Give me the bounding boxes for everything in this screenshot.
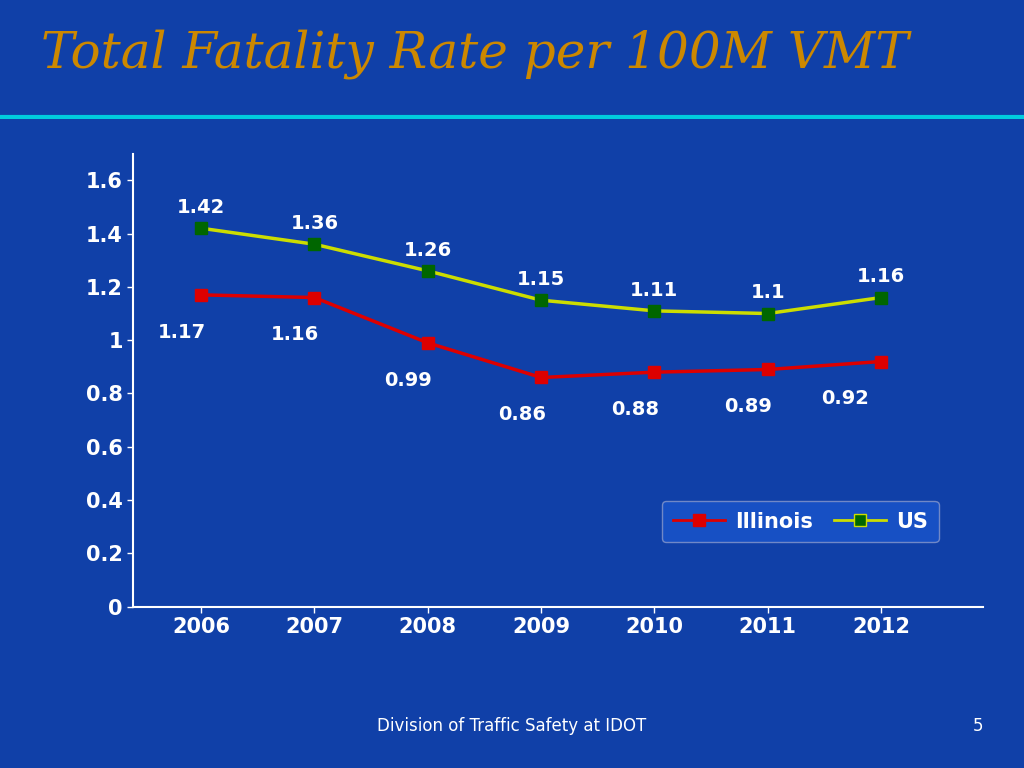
Text: 0.99: 0.99: [384, 371, 432, 389]
Text: 1.26: 1.26: [403, 240, 452, 260]
Text: 1.16: 1.16: [857, 267, 905, 286]
Text: 0.86: 0.86: [498, 406, 546, 424]
Text: 5: 5: [973, 717, 983, 735]
Text: 1.42: 1.42: [177, 198, 225, 217]
Text: Total Fatality Rate per 100M VMT: Total Fatality Rate per 100M VMT: [41, 28, 908, 78]
Text: 1.36: 1.36: [291, 214, 339, 233]
Text: 0.88: 0.88: [611, 400, 659, 419]
Text: 1.16: 1.16: [271, 326, 319, 344]
Text: 1.11: 1.11: [631, 281, 679, 300]
Text: 1.15: 1.15: [517, 270, 565, 289]
Text: 0.89: 0.89: [724, 397, 772, 416]
Text: 0.92: 0.92: [821, 389, 869, 409]
Legend: Illinois, US: Illinois, US: [663, 501, 939, 542]
Text: 1.17: 1.17: [158, 323, 206, 342]
Text: Division of Traffic Safety at IDOT: Division of Traffic Safety at IDOT: [378, 717, 646, 735]
Text: 1.1: 1.1: [751, 283, 785, 303]
